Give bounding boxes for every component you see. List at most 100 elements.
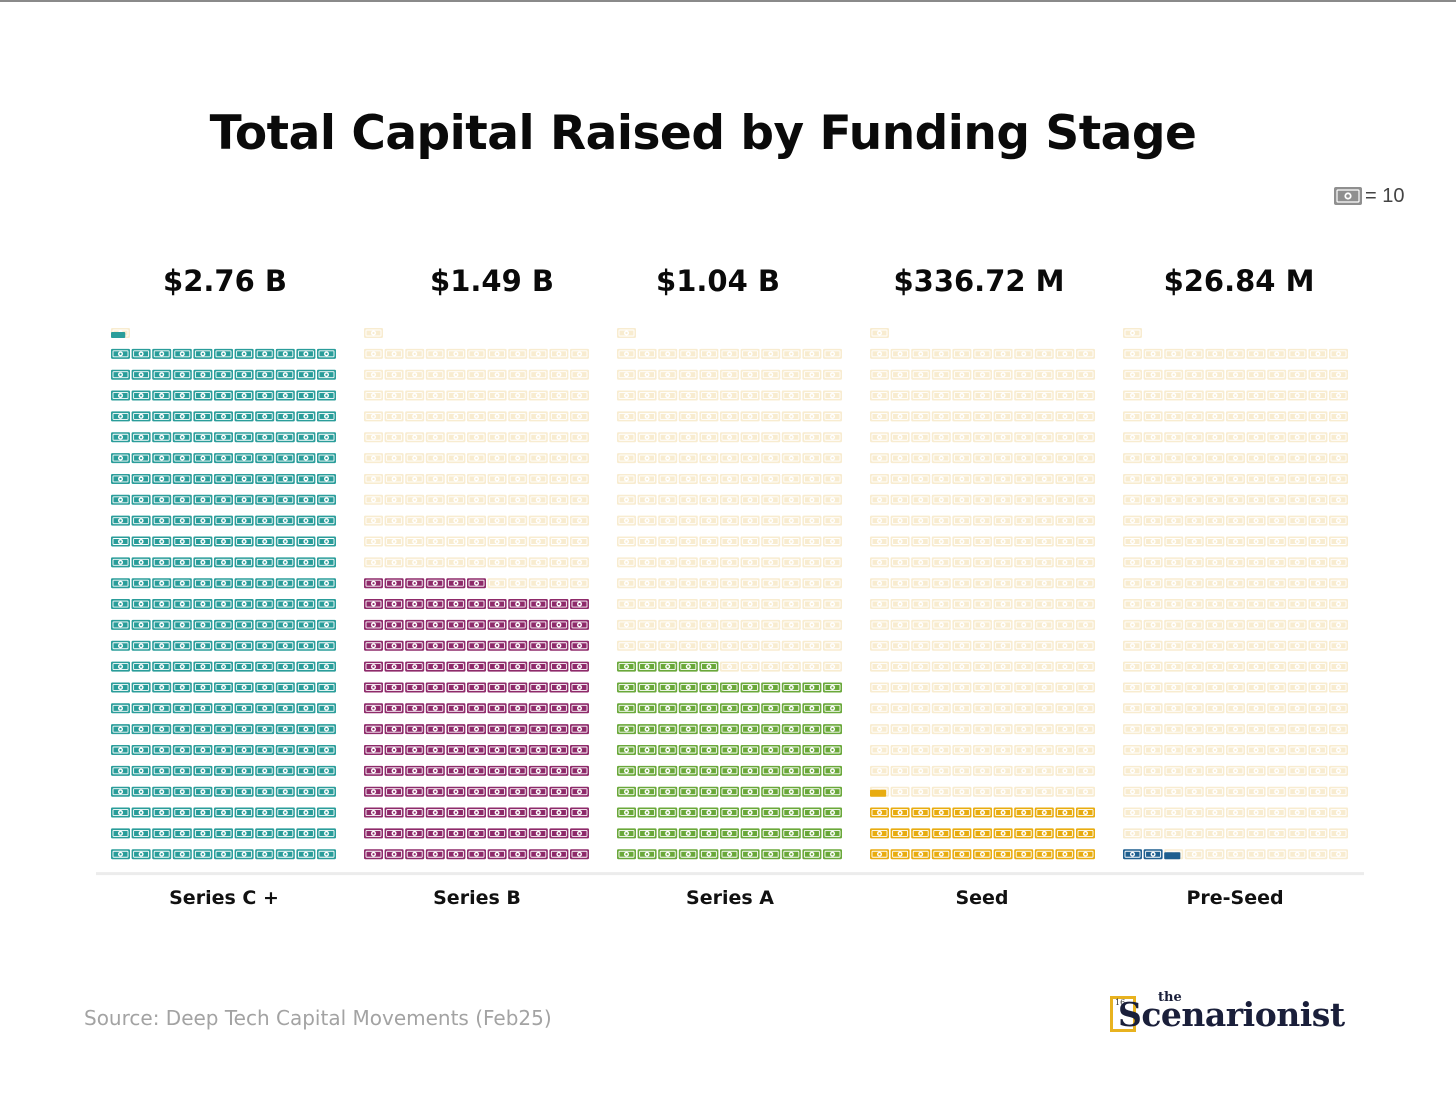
banknote-icon [678,765,698,776]
banknote-icon [1308,348,1328,359]
banknote-icon [528,828,548,839]
banknote-icon [1246,786,1266,797]
banknote-icon [931,724,951,735]
banknote-icon [911,453,931,464]
banknote-icon [1226,682,1245,693]
banknote-icon [699,578,719,589]
banknote-icon [890,828,910,839]
banknote-icon [1164,515,1184,526]
banknote-icon [193,703,213,714]
banknote-icon [1329,369,1348,380]
banknote-icon [364,828,383,839]
banknote-icon [931,828,951,839]
banknote-icon [1246,369,1266,380]
banknote-icon [152,557,172,568]
banknote-icon [487,703,507,714]
banknote-icon [275,536,295,547]
banknote-icon [911,786,931,797]
banknote-icon [317,619,336,630]
banknote-icon [193,599,213,610]
banknote-icon [255,765,275,776]
brand-mark: 16 [1110,996,1136,1032]
banknote-icon [1123,557,1142,568]
banknote-icon [781,682,801,693]
banknote-icon [296,619,316,630]
banknote-icon [823,828,842,839]
banknote-icon [1287,619,1307,630]
banknote-icon [658,807,678,818]
banknote-icon [802,724,822,735]
banknote-icon [152,765,172,776]
banknote-icon [1287,724,1307,735]
banknote-icon [1184,599,1204,610]
banknote-icon [1014,536,1034,547]
banknote-icon [740,348,760,359]
banknote-icon [1076,390,1095,401]
banknote-icon [1246,348,1266,359]
banknote-icon [1287,640,1307,651]
banknote-icon [740,765,760,776]
banknote-icon [1076,765,1095,776]
banknote-icon [255,849,275,860]
banknote-icon [761,745,781,755]
banknote-icon [617,745,636,755]
banknote-icon [1184,578,1204,589]
banknote-icon [275,473,295,484]
banknote-icon [317,432,336,443]
banknote-icon [781,807,801,818]
banknote-icon [255,619,275,630]
banknote-icon [364,515,383,526]
banknote-icon [699,682,719,693]
banknote-icon [405,494,425,505]
banknote-icon [952,619,972,630]
banknote-icon [384,745,404,755]
banknote-icon [317,390,336,401]
banknote-icon [973,765,992,776]
banknote-icon [720,369,739,380]
banknote-icon [911,661,931,672]
banknote-icon [1226,745,1245,755]
banknote-icon [111,453,130,464]
category-label-seed: Seed [955,887,1009,909]
banknote-icon [508,348,528,359]
banknote-icon [890,724,910,735]
banknote-icon [467,369,486,380]
banknote-icon [152,786,172,797]
banknote-icon [802,578,822,589]
banknote-icon [234,515,254,526]
banknote-icon [1246,494,1266,505]
banknote-icon [1246,432,1266,443]
banknote-icon [740,745,760,755]
banknote-icon [1267,390,1287,401]
banknote-icon [467,494,486,505]
banknote-icon [193,849,213,860]
banknote-icon [993,432,1013,443]
banknote-icon [1184,828,1204,839]
banknote-icon [1287,786,1307,797]
banknote-icon [1055,473,1075,484]
banknote-icon [172,807,192,818]
banknote-icon [1014,786,1034,797]
banknote-icon [384,599,404,610]
banknote-icon [275,390,295,401]
banknote-icon [890,765,910,776]
banknote-icon [1267,557,1287,568]
banknote-icon [973,807,992,818]
banknote-icon [1329,473,1348,484]
banknote-icon [467,703,486,714]
banknote-icon [1055,390,1075,401]
banknote-icon [740,557,760,568]
banknote-icon [1123,745,1142,755]
category-label-series-c: Series C + [169,887,279,909]
banknote-icon [617,557,636,568]
banknote-icon [911,703,931,714]
banknote-icon [1267,453,1287,464]
banknote-icon [425,453,445,464]
banknote-icon [446,745,466,755]
banknote-icon [467,390,486,401]
banknote-icon [425,828,445,839]
banknote-icon [781,619,801,630]
banknote-icon [1246,599,1266,610]
banknote-icon [152,494,172,505]
banknote-icon [172,599,192,610]
